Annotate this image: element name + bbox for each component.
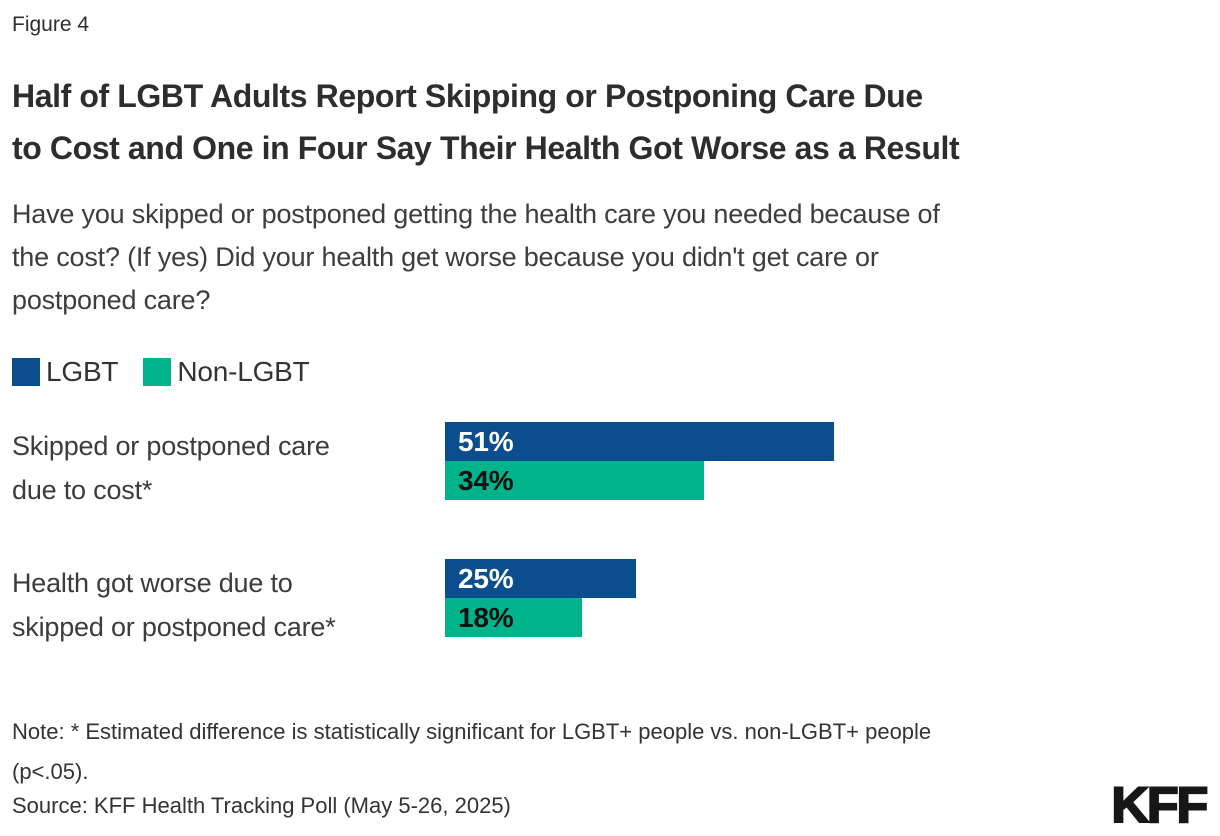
category-label-line: skipped or postponed care* bbox=[12, 612, 336, 642]
chart-legend: LGBT Non-LGBT bbox=[12, 356, 310, 388]
chart-subtitle-line-1: Have you skipped or postponed getting th… bbox=[12, 199, 940, 229]
bar-lgbt-skipped-care: 51% bbox=[445, 422, 834, 461]
chart-subtitle-line-2: the cost? (If yes) Did your health get w… bbox=[12, 242, 879, 272]
bar-non-lgbt-health-worse: 18% bbox=[445, 598, 582, 637]
legend-item-lgbt: LGBT bbox=[12, 356, 119, 388]
chart-subtitle: Have you skipped or postponed getting th… bbox=[12, 193, 1132, 322]
chart-title: Half of LGBT Adults Report Skipping or P… bbox=[12, 70, 1212, 174]
legend-swatch-non-lgbt-icon bbox=[143, 358, 172, 386]
category-label-line: Skipped or postponed care bbox=[12, 431, 330, 461]
note-line-2: (p<.05). bbox=[12, 759, 89, 784]
chart-group-skipped-care: Skipped or postponed care due to cost* 5… bbox=[12, 422, 834, 512]
legend-label-lgbt: LGBT bbox=[46, 356, 119, 387]
bar-group: 25% 18% bbox=[445, 559, 636, 649]
source-text: Source: KFF Health Tracking Poll (May 5-… bbox=[12, 793, 511, 818]
chart-title-line-2: to Cost and One in Four Say Their Health… bbox=[12, 130, 960, 166]
bar-value-label: 25% bbox=[458, 562, 514, 594]
figure-label: Figure 4 bbox=[12, 13, 90, 36]
bar-lgbt-health-worse: 25% bbox=[445, 559, 636, 598]
bar-value-label: 18% bbox=[458, 601, 514, 633]
chart-group-health-worse: Health got worse due to skipped or postp… bbox=[12, 559, 636, 649]
bar-value-label: 34% bbox=[458, 464, 514, 496]
note-line-1: Note: * Estimated difference is statisti… bbox=[12, 719, 932, 744]
category-label-health-worse: Health got worse due to skipped or postp… bbox=[12, 559, 445, 649]
bar-non-lgbt-skipped-care: 34% bbox=[445, 461, 704, 500]
legend-swatch-lgbt-icon bbox=[12, 358, 40, 386]
legend-label-non-lgbt: Non-LGBT bbox=[177, 356, 310, 387]
chart-title-line-1: Half of LGBT Adults Report Skipping or P… bbox=[12, 78, 923, 114]
bar-value-label: 51% bbox=[458, 425, 514, 457]
chart-subtitle-line-3: postponed care? bbox=[12, 285, 211, 315]
legend-item-non-lgbt: Non-LGBT bbox=[143, 356, 310, 388]
category-label-line: due to cost* bbox=[12, 475, 153, 505]
note-text: Note: * Estimated difference is statisti… bbox=[12, 712, 1132, 792]
bar-group: 51% 34% bbox=[445, 422, 834, 512]
kff-logo: KFF bbox=[1110, 776, 1209, 834]
category-label-line: Health got worse due to bbox=[12, 568, 293, 598]
category-label-skipped-care: Skipped or postponed care due to cost* bbox=[12, 422, 445, 512]
